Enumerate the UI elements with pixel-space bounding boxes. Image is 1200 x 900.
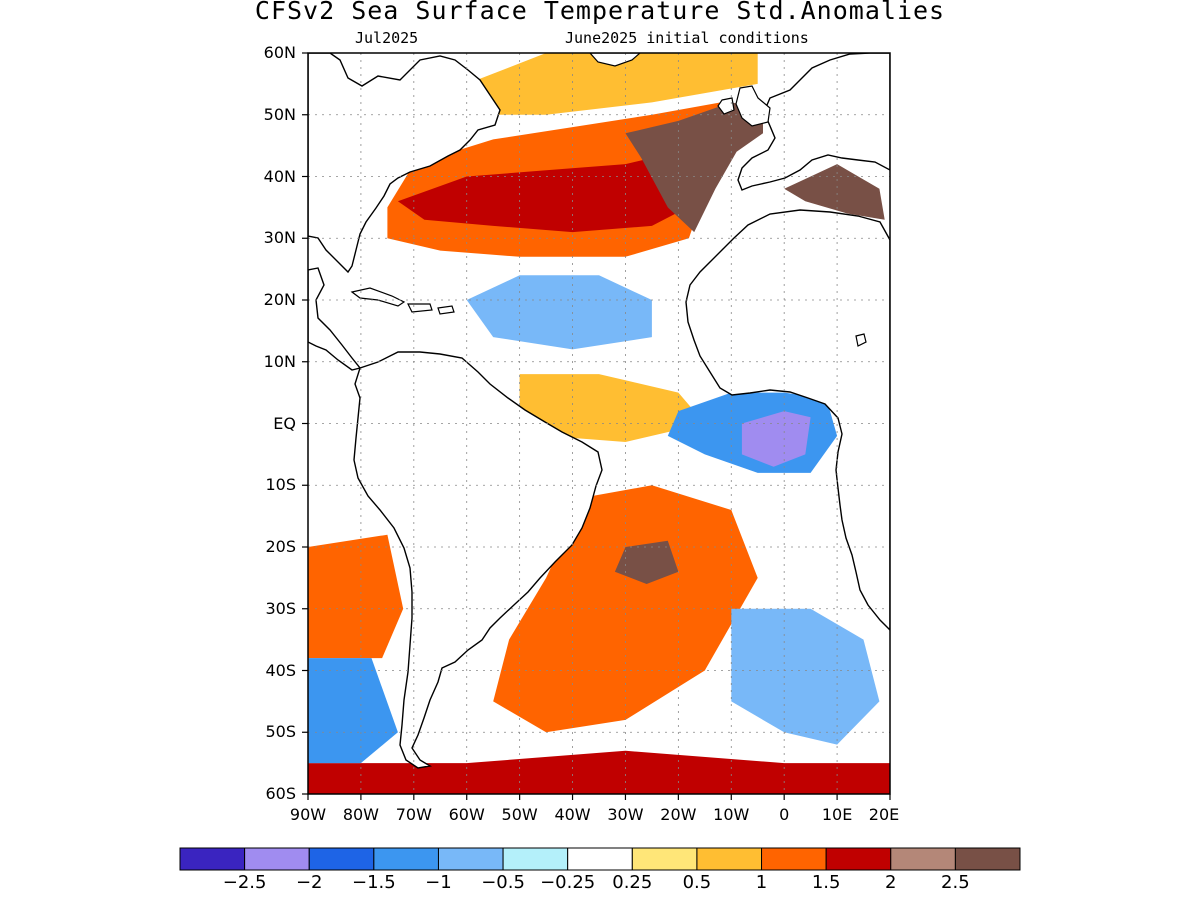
british-isles	[717, 85, 771, 127]
anomaly-region-south-atlantic-extreme-warm	[614, 540, 679, 584]
colorbar-label: −0.25	[540, 872, 596, 893]
south-america-landmass	[353, 351, 603, 769]
lat-label: 60N	[263, 43, 296, 62]
colorbar-label: 2	[885, 872, 897, 893]
colorbar-swatch	[825, 847, 892, 871]
lat-label: 50N	[263, 104, 296, 124]
lon-label: 90W	[289, 805, 327, 824]
lat-label: 20S	[265, 537, 296, 556]
lat-label: 40S	[265, 660, 296, 680]
colorbar-label: 1	[755, 872, 768, 893]
lon-label: 10E	[821, 805, 853, 824]
colorbar-swatch	[761, 847, 827, 871]
colorbar-swatch	[502, 847, 569, 871]
anomaly-region-equatorial-warm	[519, 374, 705, 442]
north-america-landmass	[308, 53, 501, 274]
anomaly-region-north-atlantic-strong-warm	[397, 139, 711, 233]
colorbar-swatch	[308, 847, 375, 871]
colorbar-label: −2.5	[222, 872, 267, 893]
anomaly-region-mediterranean-extreme-warm	[784, 164, 885, 220]
east-coast-island	[855, 333, 867, 347]
lon-label: 20W	[660, 805, 697, 824]
anomaly-region-southeast-pacific-cool	[308, 658, 398, 764]
land-masses	[308, 53, 890, 769]
colorbar-swatch	[244, 847, 310, 871]
valid-month: Jul2025	[355, 29, 419, 47]
colorbar-label: 1.5	[811, 872, 841, 893]
greenland-landmass	[589, 53, 641, 67]
anomaly-region-tropical-north-atlantic-cool	[466, 275, 652, 350]
lat-label: 30N	[263, 228, 296, 248]
anomaly-region-gulf-of-guinea-strong-cool	[741, 411, 811, 467]
colorbar-swatch	[373, 847, 439, 871]
colorbar-swatch	[179, 847, 246, 871]
graticule	[308, 53, 890, 794]
lat-label: 60S	[265, 784, 296, 803]
colorbar-label: −1.5	[351, 872, 396, 893]
colorbar	[179, 847, 1021, 871]
colorbar-label: −1	[425, 872, 452, 893]
colorbar-label: −2	[295, 872, 323, 893]
lon-label: 10W	[713, 805, 750, 824]
anomaly-regions	[308, 53, 890, 794]
lat-label: 20N	[263, 290, 296, 309]
lon-label: 80W	[342, 805, 379, 824]
colorbar-label: −0.5	[481, 872, 525, 893]
colorbar-label: 2.5	[941, 872, 970, 893]
anomaly-region-northeast-atlantic-extreme-warm	[625, 102, 763, 233]
lon-label: 40W	[554, 805, 591, 824]
caribbean-islands	[350, 287, 455, 315]
anomaly-region-southeast-atlantic-cool	[731, 608, 880, 745]
lat-label: EQ	[273, 413, 296, 433]
lon-label: 20E	[868, 805, 900, 824]
lon-label: 30W	[607, 805, 644, 824]
colorbar-swatch	[696, 847, 763, 871]
colorbar-label: 0.25	[612, 872, 653, 893]
lon-label: 60W	[448, 805, 485, 824]
axis-ticks	[302, 52, 891, 800]
anomaly-region-subpolar-mixed	[466, 53, 758, 115]
anomaly-region-south-atlantic-warm	[493, 485, 758, 733]
anomaly-region-southern-ocean-warm	[308, 750, 890, 794]
lon-label: 50W	[501, 805, 538, 824]
lon-label: 70W	[395, 805, 432, 824]
colorbar-swatch	[954, 847, 1021, 871]
lat-label: 40N	[263, 166, 296, 186]
lat-label: 50S	[265, 722, 296, 742]
chart-title: CFSv2 Sea Surface Temperature Std.Anomal…	[254, 0, 946, 25]
africa-landmass	[685, 209, 890, 631]
central-america-landmass	[308, 267, 362, 371]
colorbar-swatch	[567, 847, 633, 871]
lat-label: 10N	[263, 351, 296, 371]
colorbar-swatch	[631, 847, 698, 871]
lat-label: 10S	[265, 475, 296, 495]
europe-landmass	[737, 53, 890, 191]
lon-label: 0	[779, 805, 790, 824]
initial-conditions-label: June2025 initial conditions	[565, 29, 809, 47]
colorbar-swatch	[890, 847, 956, 871]
colorbar-swatch	[437, 847, 504, 871]
lat-label: 30S	[265, 598, 296, 618]
anomaly-region-southeast-pacific-warm	[308, 534, 404, 659]
colorbar-label: 0.5	[682, 872, 712, 893]
